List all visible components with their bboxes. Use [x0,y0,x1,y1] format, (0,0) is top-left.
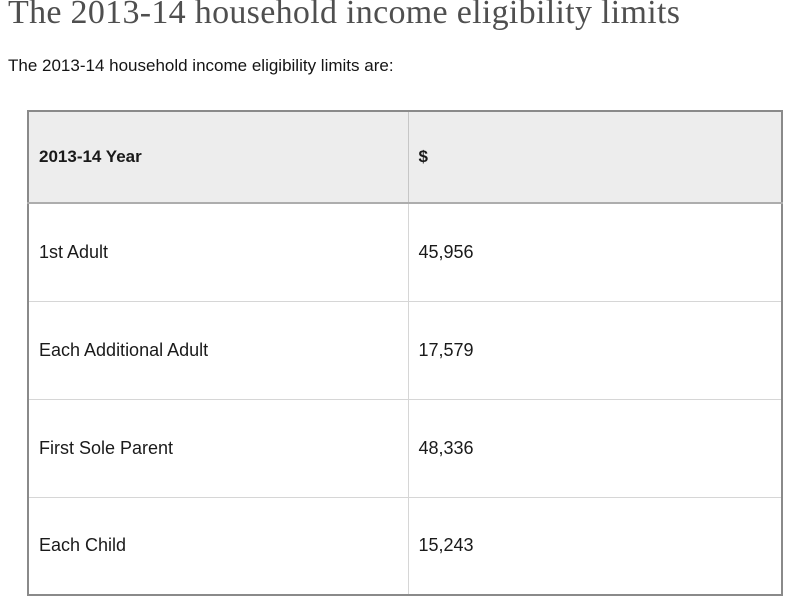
row-label: Each Additional Adult [27,300,409,400]
income-eligibility-table: 2013-14 Year $ 1st Adult 45,956 Each Add… [27,110,783,597]
column-header-year: 2013-14 Year [27,110,409,205]
row-value: 45,956 [407,202,783,302]
table-row: Each Additional Adult 17,579 [27,300,783,400]
row-value: 15,243 [407,496,783,596]
row-label: 1st Adult [27,202,409,302]
table-row: First Sole Parent 48,336 [27,398,783,498]
row-value: 17,579 [407,300,783,400]
row-label: First Sole Parent [27,398,409,498]
column-header-dollars: $ [407,110,783,205]
row-label: Each Child [27,496,409,596]
table-row: Each Child 15,243 [27,496,783,596]
intro-text: The 2013-14 household income eligibility… [8,55,394,75]
row-value: 48,336 [407,398,783,498]
table-row: 1st Adult 45,956 [27,202,783,302]
page-title: The 2013-14 household income eligibility… [8,0,681,31]
table-header-row: 2013-14 Year $ [27,110,783,205]
